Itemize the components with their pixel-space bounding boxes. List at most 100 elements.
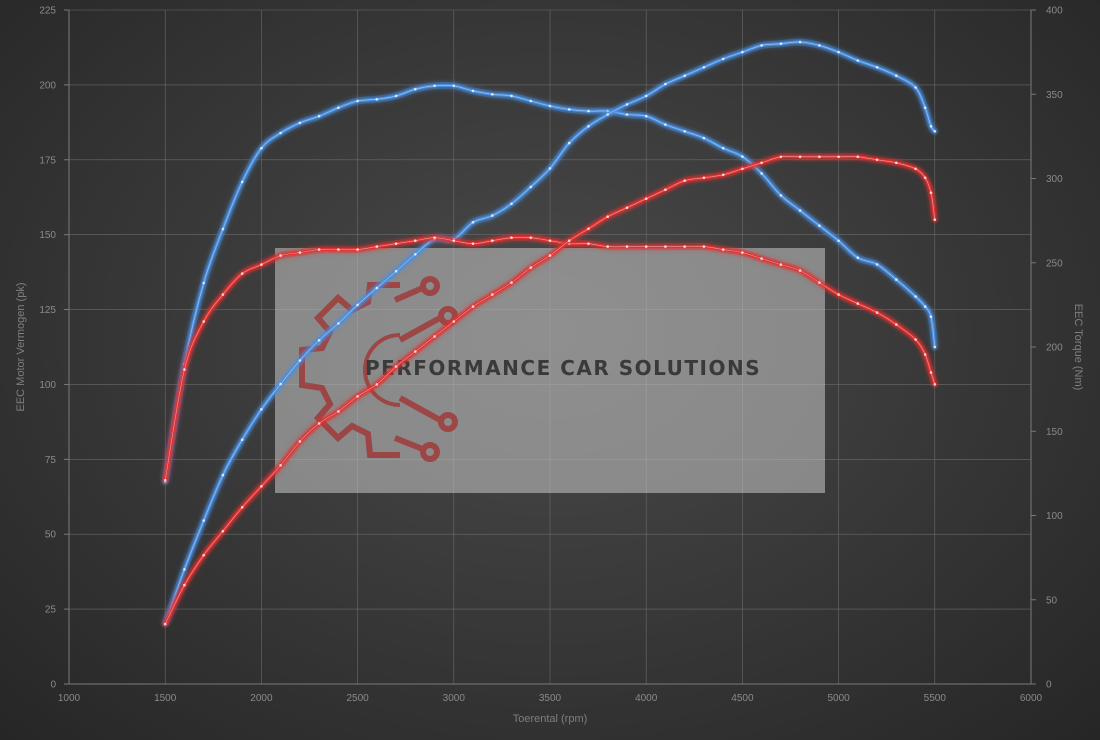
watermark: PERFORMANCE CAR SOLUTIONS	[275, 248, 825, 493]
data-point	[414, 253, 417, 256]
data-point	[857, 59, 860, 62]
data-point	[510, 236, 513, 239]
data-point	[299, 251, 302, 254]
x-tick-label: 6000	[1020, 693, 1043, 704]
y-right-tick-label: 150	[1046, 427, 1063, 438]
data-point	[491, 93, 494, 96]
data-point	[703, 137, 706, 140]
data-point	[780, 263, 783, 266]
data-point	[414, 88, 417, 91]
data-point	[818, 44, 821, 47]
data-point	[318, 422, 321, 425]
data-point	[683, 179, 686, 182]
data-point	[491, 214, 494, 217]
data-point	[318, 115, 321, 118]
data-point	[837, 240, 840, 243]
x-tick-label: 4000	[635, 693, 658, 704]
data-point	[645, 115, 648, 118]
data-point	[799, 41, 802, 44]
x-tick-label: 5500	[924, 693, 947, 704]
data-point	[914, 168, 917, 171]
data-point	[510, 95, 513, 98]
data-point	[930, 125, 933, 128]
y-left-tick-label: 50	[45, 530, 57, 541]
x-axis-title: Toerental (rpm)	[513, 713, 588, 725]
data-point	[683, 74, 686, 77]
y-right-tick-label: 50	[1046, 595, 1058, 606]
y-left-tick-label: 200	[39, 80, 56, 91]
data-point	[722, 248, 725, 251]
data-point	[241, 506, 244, 509]
data-point	[241, 181, 244, 184]
data-point	[703, 245, 706, 248]
y-right-axis-title: EEC Torque (Nm)	[1072, 304, 1084, 391]
data-point	[924, 305, 927, 308]
y-left-axis-title: EEC Motor Vermogen (pk)	[15, 283, 27, 412]
data-point	[741, 51, 744, 54]
data-point	[587, 125, 590, 128]
data-point	[337, 248, 340, 251]
data-point	[760, 162, 763, 165]
y-left-tick-label: 150	[39, 230, 56, 241]
data-point	[510, 203, 513, 206]
data-point	[376, 287, 379, 290]
data-point	[202, 519, 205, 522]
data-point	[299, 122, 302, 125]
data-point	[549, 105, 552, 108]
data-point	[914, 86, 917, 89]
data-point	[914, 338, 917, 341]
data-point	[722, 147, 725, 150]
data-point	[741, 155, 744, 158]
y-right-tick-label: 250	[1046, 258, 1063, 269]
x-tick-label: 5000	[827, 693, 850, 704]
data-point	[260, 263, 263, 266]
data-point	[433, 85, 436, 88]
data-point	[876, 263, 879, 266]
data-point	[453, 239, 456, 242]
data-point	[895, 278, 898, 281]
data-point	[934, 346, 937, 349]
data-point	[837, 156, 840, 159]
data-point	[895, 323, 898, 326]
data-point	[664, 245, 667, 248]
data-point	[760, 257, 763, 260]
data-point	[857, 156, 860, 159]
data-point	[895, 162, 898, 165]
data-point	[626, 206, 629, 209]
data-point	[703, 66, 706, 69]
data-point	[857, 302, 860, 305]
data-point	[645, 197, 648, 200]
data-point	[760, 172, 763, 175]
data-point	[645, 95, 648, 98]
x-tick-label: 3500	[539, 693, 562, 704]
data-point	[472, 242, 475, 245]
data-point	[934, 383, 937, 386]
y-right-tick-label: 200	[1046, 343, 1063, 354]
data-point	[395, 242, 398, 245]
data-point	[530, 100, 533, 103]
data-point	[780, 156, 783, 159]
data-point	[356, 248, 359, 251]
data-point	[703, 177, 706, 180]
data-point	[318, 248, 321, 251]
data-point	[664, 188, 667, 191]
data-point	[818, 156, 821, 159]
y-right-tick-label: 300	[1046, 174, 1063, 185]
data-point	[260, 408, 263, 411]
data-point	[914, 295, 917, 298]
data-point	[202, 282, 205, 285]
data-point	[491, 293, 494, 296]
data-point	[183, 584, 186, 587]
data-point	[453, 320, 456, 323]
data-point	[491, 239, 494, 242]
y-left-tick-label: 125	[39, 305, 56, 316]
y-right-tick-label: 400	[1046, 6, 1063, 17]
data-point	[818, 281, 821, 284]
data-point	[279, 383, 282, 386]
y-left-tick-label: 225	[39, 6, 56, 17]
watermark-text: PERFORMANCE CAR SOLUTIONS	[365, 356, 761, 380]
data-point	[626, 103, 629, 106]
data-point	[876, 66, 879, 69]
y-left-tick-label: 0	[50, 680, 56, 691]
